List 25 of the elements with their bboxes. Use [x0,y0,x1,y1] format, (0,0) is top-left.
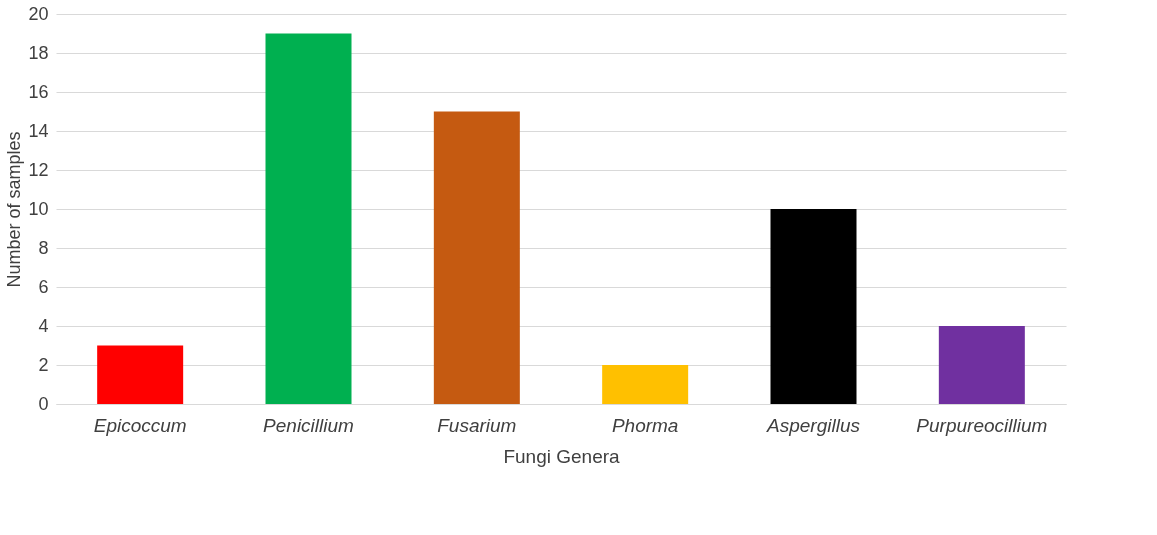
y-tick-label: 8 [38,237,49,258]
bar [770,209,857,404]
x-tick-label: Aspergillus [766,414,861,436]
y-tick-label: 0 [38,393,49,414]
x-tick-label: Epicoccum [93,414,187,436]
x-axis-title: Fungi Genera [503,445,621,467]
bar [265,33,352,404]
y-tick-label: 16 [28,81,49,102]
y-tick-label: 18 [28,42,49,63]
bar [602,365,689,404]
x-tick-label: Phorma [611,414,679,436]
y-tick-label: 6 [38,276,49,297]
x-tick-label: Penicillium [263,414,354,436]
bar [938,326,1025,404]
bar [433,111,520,404]
x-tick-label: Fusarium [437,414,517,436]
x-tick-label: Purpureocillium [916,414,1048,436]
y-tick-label: 10 [28,198,49,219]
y-tick-label: 14 [28,120,49,141]
bar [97,345,184,404]
y-tick-label: 2 [38,354,49,375]
y-axis-title: Number of samples [4,131,25,288]
y-tick-label: 12 [28,159,49,180]
y-tick-label: 4 [38,315,49,336]
y-tick-label: 20 [28,3,49,24]
